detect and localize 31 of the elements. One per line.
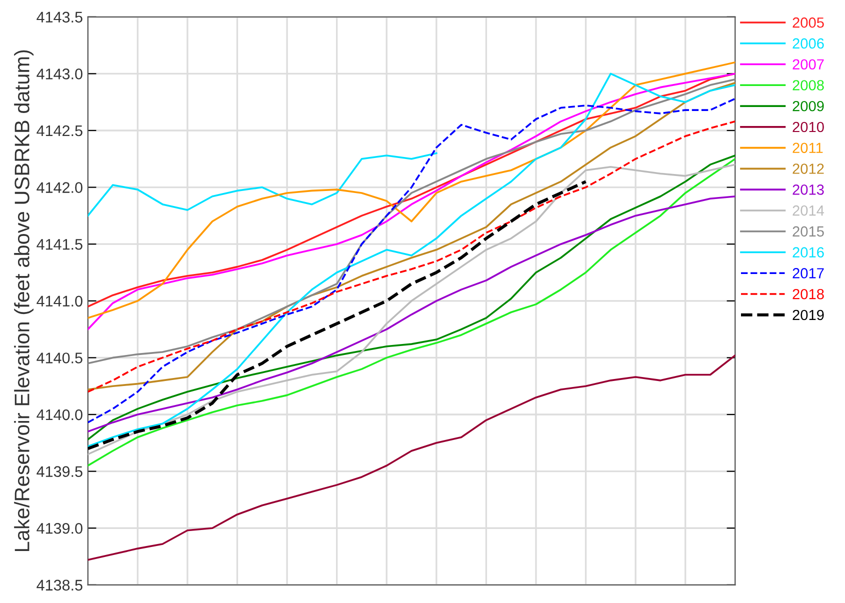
y-tick-label: 4141.0 xyxy=(36,296,82,307)
legend-label: 2013 xyxy=(792,184,824,195)
legend-label: 2005 xyxy=(792,17,824,28)
legend-label: 2019 xyxy=(792,310,824,320)
y-tick-label: 4142.5 xyxy=(36,125,82,136)
y-axis-title: Lake/Reservoir Elevation (feet above USBRKB datum) xyxy=(14,50,34,552)
y-tick-label: 4143.5 xyxy=(36,12,82,23)
line-series xyxy=(88,152,438,217)
legend-label: 2007 xyxy=(792,59,824,70)
y-tick-label: 4138.5 xyxy=(36,580,82,591)
legend-label: 2016 xyxy=(792,247,824,258)
legend-label: 2006 xyxy=(792,38,824,49)
legend-label: 2008 xyxy=(792,80,824,90)
legend-label: 2009 xyxy=(792,100,824,112)
y-tick-label: 4140.5 xyxy=(36,352,82,364)
legend-label: 2010 xyxy=(792,122,824,132)
line-series xyxy=(88,195,736,432)
legend-label: 2017 xyxy=(792,268,824,278)
y-tick-label: 4140.0 xyxy=(36,409,82,420)
legend-label: 2018 xyxy=(792,288,824,300)
line-series xyxy=(88,180,588,450)
legend-label: 2015 xyxy=(792,226,824,237)
y-tick-label: 4141.5 xyxy=(36,239,82,250)
y-tick-label: 4139.0 xyxy=(36,522,82,534)
line-series xyxy=(88,354,736,561)
legend-label: 2011 xyxy=(792,142,823,154)
y-tick-label: 4139.5 xyxy=(36,466,82,477)
y-tick-label: 4142.0 xyxy=(36,182,82,193)
y-tick-label: 4143.0 xyxy=(36,68,82,80)
legend-label: 2012 xyxy=(792,164,824,174)
legend-label: 2014 xyxy=(792,205,824,216)
